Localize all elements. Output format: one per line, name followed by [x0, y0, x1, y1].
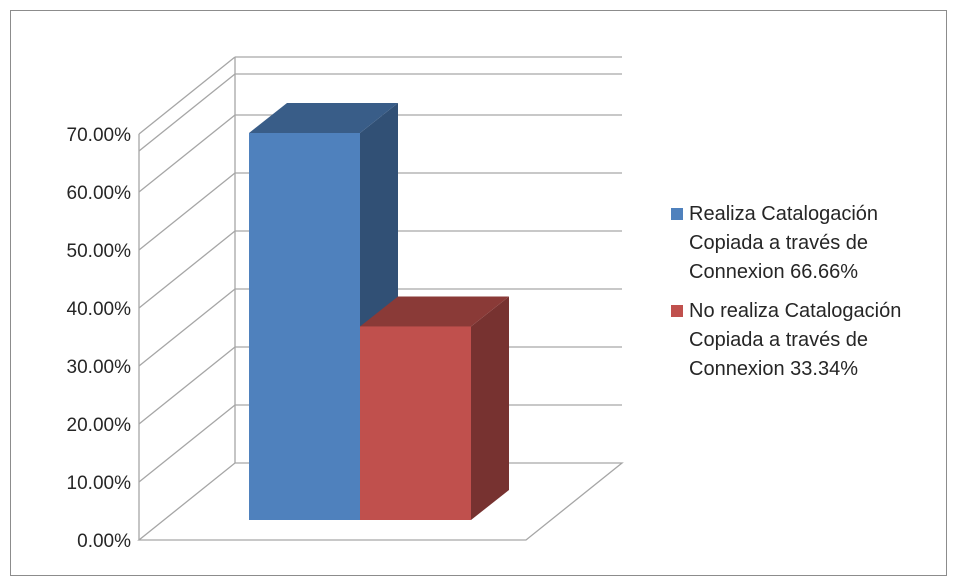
bar-front-1: [360, 326, 471, 520]
gridline-diagonal: [138, 172, 236, 251]
gridline-diagonal: [138, 73, 236, 152]
legend-swatch-0: [671, 208, 683, 220]
legend: Realiza Catalogación Copiada a través de…: [671, 200, 959, 394]
y-tick-label: 10.00%: [67, 473, 132, 494]
gridline-diagonal: [138, 404, 236, 483]
legend-item-0: Realiza Catalogación Copiada a través de…: [671, 200, 959, 287]
y-tick-label: 30.00%: [67, 357, 132, 378]
bar-side-1: [471, 296, 509, 520]
y-tick-label: 50.00%: [67, 241, 132, 262]
gridline-diagonal: [138, 346, 236, 425]
bars: [249, 103, 509, 520]
gridline-diagonal: [138, 230, 236, 309]
y-tick-label: 40.00%: [67, 299, 132, 320]
bar-top-0: [249, 103, 398, 133]
y-tick-label: 60.00%: [67, 183, 132, 204]
legend-label-1: No realiza Catalogación Copiada a través…: [689, 300, 902, 380]
floor-plane: [137, 462, 624, 541]
y-tick-label: 70.00%: [67, 125, 132, 146]
legend-swatch-1: [671, 305, 683, 317]
bar-1: [360, 296, 509, 520]
chart-walls: [137, 57, 624, 541]
gridline-diagonal: [138, 288, 236, 367]
gridline-diagonal: [138, 114, 236, 193]
y-axis-ticks: 0.00% 10.00% 20.00% 30.00% 40.00% 50.00% 60.00…: [67, 125, 132, 552]
gridline-diagonal: [138, 56, 236, 135]
y-tick-label: 0.00%: [77, 531, 131, 552]
bar-front-0: [249, 133, 360, 520]
y-tick-label: 20.00%: [67, 415, 132, 436]
legend-label-0: Realiza Catalogación Copiada a través de…: [689, 203, 879, 283]
legend-item-1: No realiza Catalogación Copiada a través…: [671, 297, 959, 384]
bar-top-1: [360, 296, 509, 327]
